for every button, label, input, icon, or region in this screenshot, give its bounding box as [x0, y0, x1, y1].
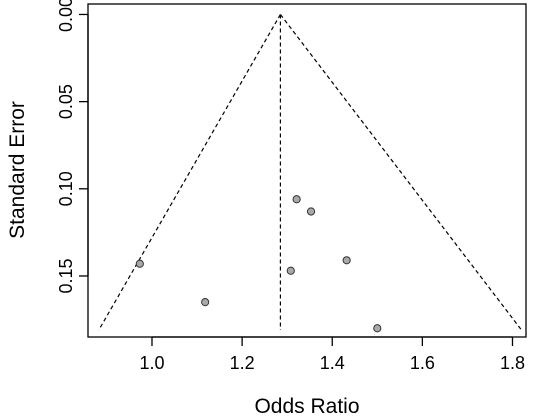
- x-tick-label: 1.6: [410, 353, 435, 373]
- y-axis-label: Standard Error: [6, 101, 29, 239]
- x-tick-label: 1.4: [320, 353, 345, 373]
- funnel-right-line: [279, 14, 522, 331]
- y-tick-label: 0.10: [56, 171, 76, 206]
- x-axis-label: Odds Ratio: [254, 395, 359, 418]
- data-point: [286, 266, 295, 275]
- data-points: [135, 195, 382, 333]
- x-axis: 1.0 1.2 1.4 1.6 1.8: [139, 336, 525, 373]
- data-point: [373, 324, 382, 333]
- x-tick-label: 1.2: [230, 353, 255, 373]
- data-point: [342, 256, 351, 265]
- x-tick-label: 1.0: [139, 353, 164, 373]
- funnel-lines: [98, 14, 522, 331]
- data-point: [135, 259, 144, 268]
- y-tick-label: 0.05: [56, 84, 76, 119]
- plot-box: [87, 3, 527, 338]
- data-point: [292, 195, 301, 204]
- data-point: [201, 298, 210, 307]
- x-tick-label: 1.8: [500, 353, 525, 373]
- y-tick-label: 0.00: [56, 0, 76, 32]
- y-axis: 0.00 0.05 0.10 0.15: [56, 0, 89, 294]
- y-tick-label: 0.15: [56, 258, 76, 293]
- funnel-left-line: [98, 14, 281, 331]
- data-point: [306, 207, 316, 216]
